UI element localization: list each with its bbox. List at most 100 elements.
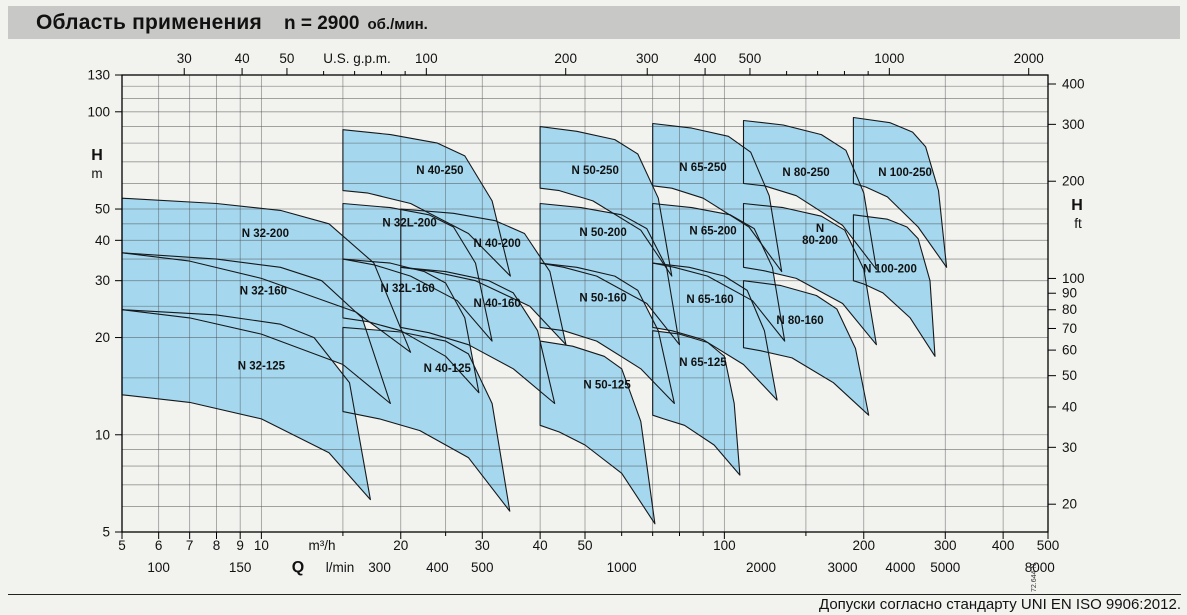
- pump-region-label: N 40-200: [473, 238, 520, 250]
- tick-label-ft: 70: [1062, 321, 1077, 336]
- pump-region-label: N 40-250: [416, 165, 463, 177]
- pump-region-outline: [539, 262, 675, 405]
- speed-unit: об./мин.: [367, 16, 428, 33]
- pump-region-label: N 65-250: [679, 162, 726, 174]
- pump-region-outline: [652, 202, 786, 342]
- tick-label-m: 40: [95, 233, 110, 248]
- pump-region-fill: [540, 341, 655, 524]
- tick-label-m3h: 100: [713, 538, 736, 553]
- pump-region-outline: [121, 252, 391, 405]
- tick-label-lmin: 3000: [828, 560, 858, 575]
- pump-region-outline: [342, 202, 493, 342]
- tick-label-lmin: 500: [471, 560, 494, 575]
- tick-label-ft: 40: [1062, 399, 1077, 414]
- tick-label-ft: 400: [1062, 76, 1085, 91]
- page-title: Область применения: [36, 11, 262, 34]
- tick-label-lmin: 5000: [930, 560, 960, 575]
- tick-label-m3h: 30: [475, 538, 490, 553]
- pump-region-label: N 50-250: [572, 165, 619, 177]
- pump-region-outline: [742, 202, 877, 346]
- pump-region-outline: [342, 129, 511, 277]
- pump-region-outline: [852, 116, 948, 268]
- footer: Допуски согласно стандарту UNI EN ISO 99…: [8, 594, 1181, 613]
- doc-code: 72.644 N: [1031, 563, 1038, 592]
- pump-region-label: N 50-200: [579, 227, 626, 239]
- tick-label-m3h: 5: [118, 538, 126, 553]
- y-right-axis-unit: ft: [1074, 216, 1082, 231]
- region-labels: N 32-125 N 40-125 N 50-125 N 65-125 N 32-160…: [238, 162, 932, 391]
- tick-label-lmin: 150: [229, 560, 252, 575]
- pump-region-label: N 80-250: [782, 167, 829, 179]
- tick-label-top: 2000: [1014, 51, 1044, 66]
- tick-label-m: 50: [95, 202, 110, 217]
- speed-value: n = 2900: [283, 13, 360, 34]
- pump-region-fill: [342, 129, 511, 277]
- pump-region-label: N 65-200: [689, 226, 736, 238]
- tick-label-ft: 60: [1062, 343, 1077, 358]
- tick-label-m: 20: [95, 330, 110, 345]
- tick-label-ft: 80: [1062, 302, 1077, 317]
- tick-label-m: 5: [102, 525, 110, 540]
- pump-region-fill: [652, 330, 740, 476]
- pump-region-fill: [853, 117, 947, 268]
- pump-region-outline: [852, 214, 936, 357]
- tick-label-lmin: 400: [426, 560, 449, 575]
- tick-label-top: 400: [694, 51, 717, 66]
- y-left-axis-title: H: [91, 147, 103, 164]
- tick-label-top: 50: [279, 51, 294, 66]
- tolerance-note: Допуски согласно стандарту UNI EN ISO 99…: [819, 596, 1181, 613]
- tick-label-m: 130: [87, 68, 110, 83]
- pump-region-outline: [121, 197, 412, 353]
- pump-region-fill: [122, 309, 371, 500]
- tick-label-ft: 20: [1062, 497, 1077, 512]
- tick-label-top: 40: [235, 51, 250, 66]
- tick-label-m3h: 8: [213, 538, 221, 553]
- tick-label-top: 30: [177, 51, 192, 66]
- tick-label-m3h: 300: [934, 538, 957, 553]
- pump-region-fill: [122, 198, 411, 353]
- tick-label-ft: 200: [1062, 174, 1085, 189]
- pump-region-label: N 50-160: [579, 293, 626, 305]
- tick-label-m3h: 7: [186, 538, 194, 553]
- tick-label-lmin: 100: [147, 560, 170, 575]
- x-bottom-axis-unit-lmin: l/min: [326, 560, 355, 575]
- pump-region-fill: [540, 126, 672, 277]
- pump-region-label: N 50-125: [583, 380, 631, 392]
- title-bar: Область применения n = 2900 об./мин.: [8, 6, 1180, 39]
- tick-label-m: 100: [87, 104, 110, 119]
- tick-label-top: 200: [554, 51, 577, 66]
- pump-region-label: N 100-200: [863, 264, 917, 276]
- tick-label-ft: 300: [1062, 117, 1085, 132]
- tick-label-lmin: 8000: [1025, 560, 1055, 575]
- tick-label-top: 300: [636, 51, 659, 66]
- y-left-axis-unit: m: [91, 166, 102, 181]
- tick-label-m3h: 40: [533, 538, 548, 553]
- pump-region-outline: [742, 280, 870, 416]
- tick-label-m3h: 500: [1037, 538, 1060, 553]
- pump-region-label: N 100-250: [878, 167, 932, 179]
- pump-region-outline: [652, 330, 741, 476]
- x-bottom-axis-title-q: Q: [292, 559, 304, 576]
- pump-region-label: N 32L-200: [382, 217, 436, 229]
- pump-region-label: N 32-125: [238, 360, 286, 372]
- tick-label-ft: 90: [1062, 286, 1077, 301]
- tick-label-m3h: 400: [992, 538, 1015, 553]
- pump-region-fill: [400, 209, 566, 345]
- pump-region-label: N 80-160: [776, 315, 823, 327]
- tick-label-lmin: 2000: [746, 560, 776, 575]
- tick-label-ft: 30: [1062, 440, 1077, 455]
- tick-label-m3h: 20: [393, 538, 408, 553]
- tick-label-m3h: 9: [236, 538, 244, 553]
- tick-label-m3h: 6: [155, 538, 163, 553]
- tick-label-m3h: 200: [852, 538, 875, 553]
- tick-label-m3h: 50: [577, 538, 592, 553]
- pump-region-fill: [743, 120, 877, 270]
- pump-region-outline: [539, 340, 656, 525]
- pump-region-fill: [540, 203, 680, 345]
- pump-region-outline: [539, 126, 673, 277]
- pump-region-label: N 65-125: [679, 357, 727, 369]
- tick-label-m3h: 10: [254, 538, 269, 553]
- pump-region-outline: [400, 266, 556, 405]
